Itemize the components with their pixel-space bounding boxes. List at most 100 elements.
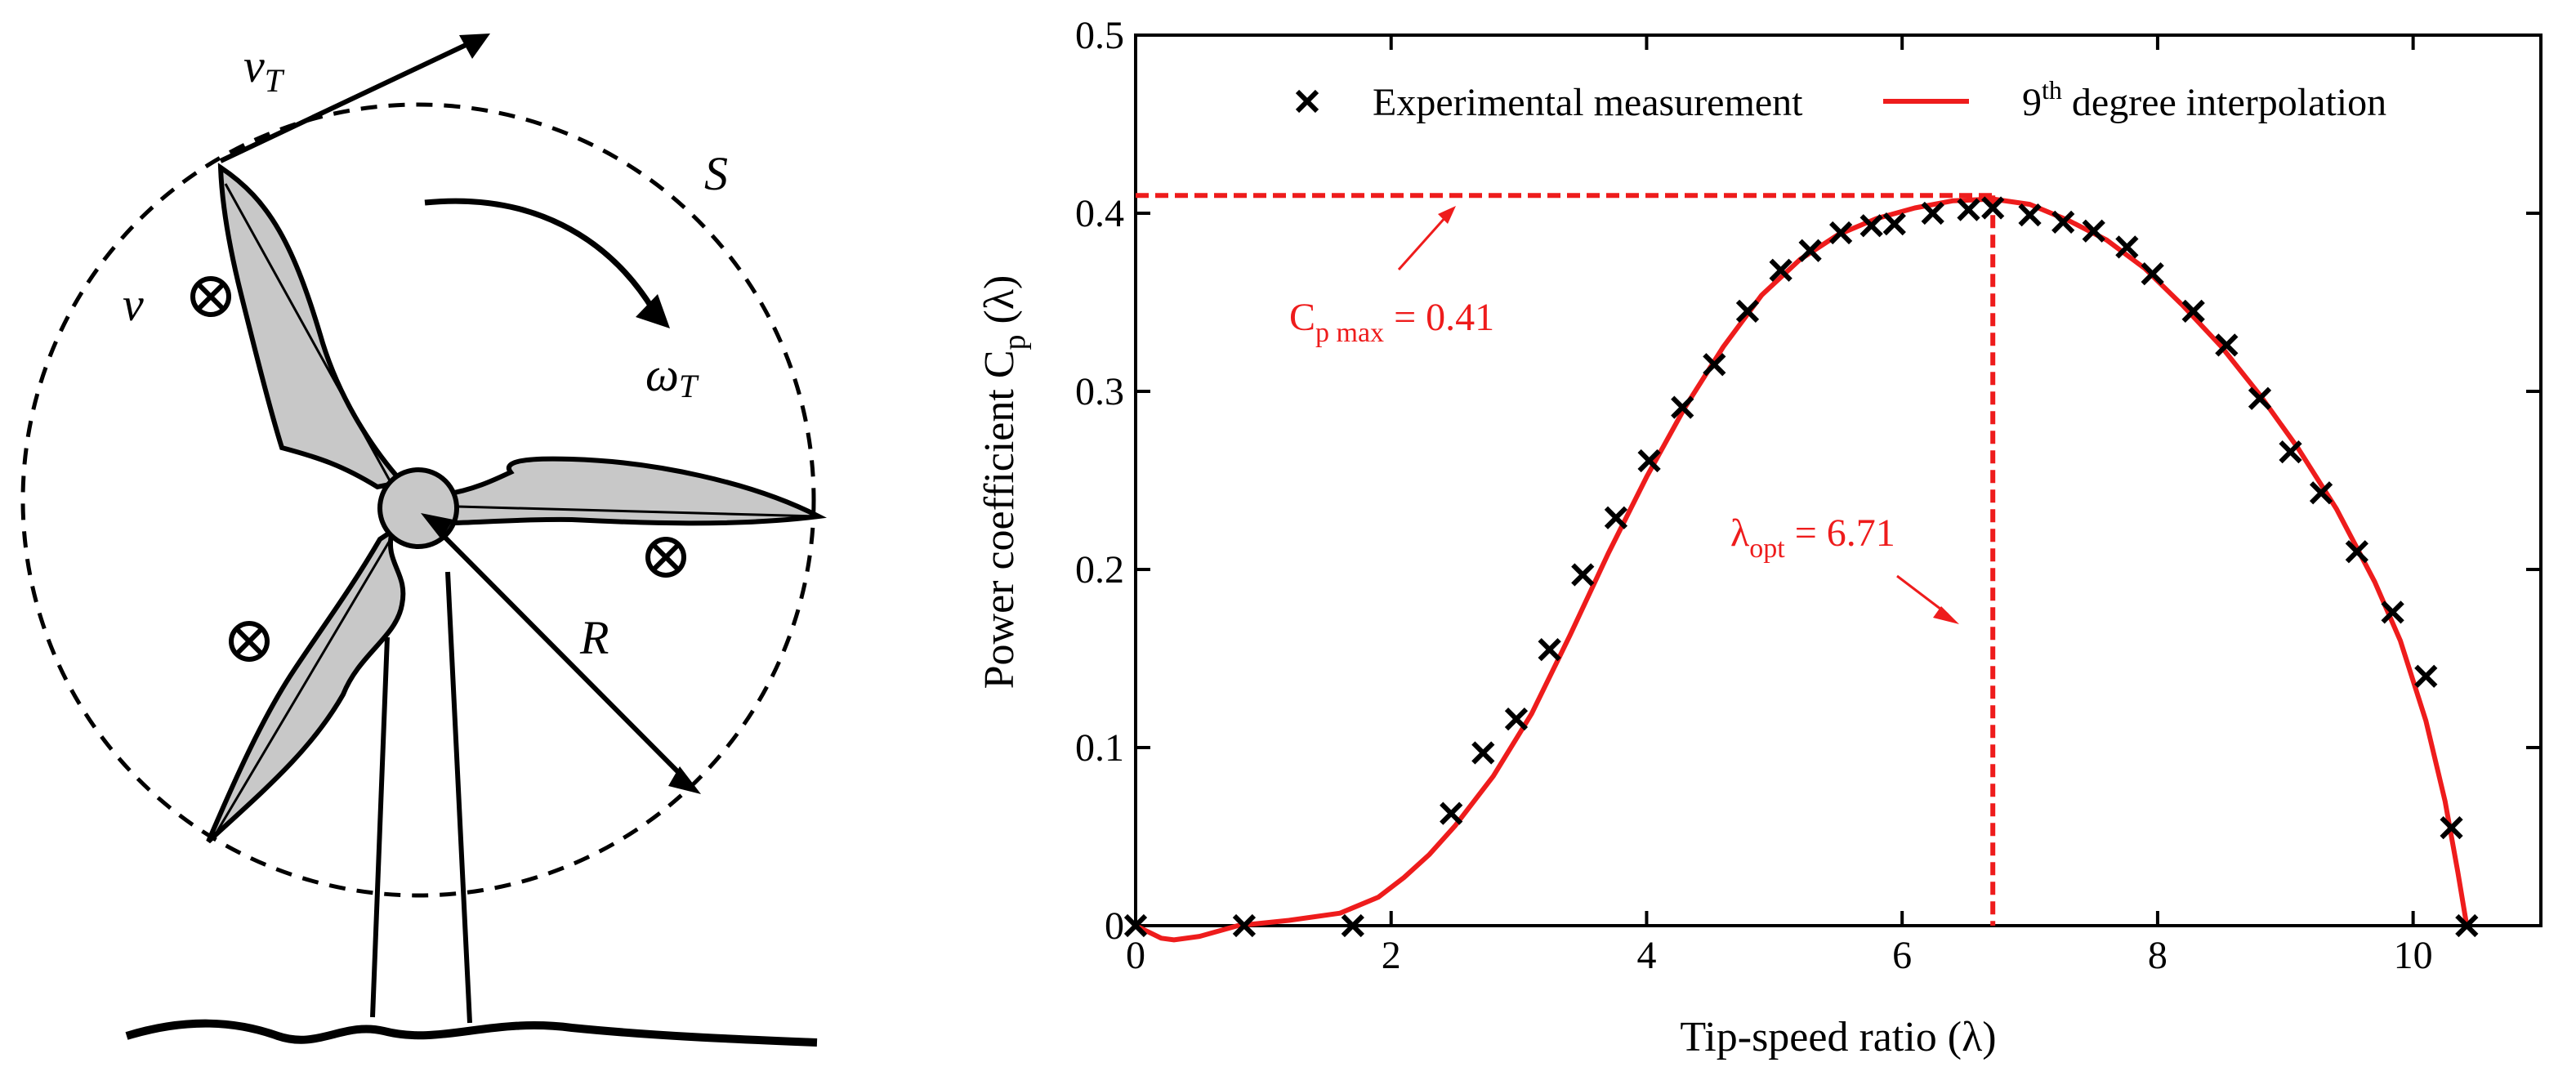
measurement-point [1882, 212, 1906, 236]
cp-max-label: Cp max = 0.41 [1289, 296, 1494, 348]
legend-measurement-marker [1295, 89, 1319, 114]
measurement-point [1957, 198, 1980, 221]
measurement-point [1571, 563, 1595, 587]
lambda-opt-pointer-arrowhead [1933, 606, 1959, 624]
rotor-speed-label: ωT [645, 348, 699, 404]
lambda-opt-label: λopt = 6.71 [1730, 511, 1895, 564]
tip-velocity-arrowhead [459, 33, 490, 59]
x-tick-label: 8 [2148, 934, 2168, 977]
measurement-point [1829, 221, 1853, 245]
swept-area-circle [20, 102, 816, 898]
wind-into-page-icon [190, 276, 231, 317]
measurement-layer [1123, 196, 2479, 938]
measurement-point [1471, 741, 1495, 765]
measurement-point [2181, 299, 2205, 324]
upper-blade-spar [224, 183, 392, 483]
measurement-point [1232, 913, 1257, 938]
swept-area-label: S [704, 147, 728, 200]
legend-interpolation-label: 9th degree interpolation [2022, 75, 2386, 124]
measurement-point [1859, 214, 1883, 238]
lambda-opt-value: = 6.71 [1785, 511, 1895, 555]
lower-blade-spar [212, 538, 392, 837]
power-coefficient-chart: 0 2 4 6 8 10 0 0.1 0.2 0.3 0.4 0.5 Experimental mea… [976, 14, 2543, 1060]
measurement-point [2115, 235, 2139, 259]
rotor-speed-symbol: ω [645, 348, 679, 401]
measurement-point [2018, 203, 2042, 227]
lambda-opt-symbol: λ [1730, 511, 1750, 555]
measurement-point [1341, 913, 1364, 938]
measurement-point [1637, 449, 1661, 473]
plot-frame [1134, 33, 2543, 927]
measurement-point [1440, 801, 1463, 825]
measurement-point [1921, 201, 1944, 225]
x-tick-label: 2 [1382, 934, 1401, 977]
tower-left-leg [370, 636, 390, 1018]
measurement-point [2455, 913, 2479, 938]
measurement-point [1735, 299, 1760, 324]
lambda-opt-subscript: opt [1749, 534, 1785, 564]
measurement-point [1769, 258, 1792, 282]
upper-blade [217, 163, 407, 490]
x-tick-label: 4 [1636, 934, 1656, 977]
measurement-point [1671, 395, 1694, 419]
y-tick-label: 0.3 [1075, 370, 1124, 413]
y-tick-label: 0.1 [1075, 726, 1124, 770]
y-tick-label: 0.5 [1075, 14, 1124, 57]
measurement-point [2345, 540, 2368, 564]
x-tick-label: 6 [1892, 934, 1912, 977]
wind-turbine-diagram: vT S v ωT R [20, 33, 828, 1047]
y-axis-label-main: Power coefficient C [976, 350, 1023, 689]
measurement-point [1703, 353, 1726, 377]
measurement-point [1504, 707, 1529, 731]
legend-interpolation-text: degree interpolation [2062, 81, 2386, 124]
legend: Experimental measurement 9th degree inte… [1295, 75, 2386, 124]
measurement-point [2051, 210, 2075, 234]
measurement-point [1798, 239, 1822, 262]
measurement-point [2381, 601, 2404, 624]
right-blade [442, 456, 828, 526]
measurement-point [1981, 196, 2005, 220]
tip-velocity-label: vT [243, 39, 285, 99]
tower-right-leg [445, 571, 472, 1024]
tip-velocity-symbol: v [243, 39, 265, 92]
cp-max-subscript: p max [1315, 318, 1384, 348]
measurement-point [2248, 386, 2272, 410]
y-axis-label: Power coefficient Cp (λ) [976, 275, 1032, 690]
measurement-point [2279, 440, 2302, 464]
x-tick-label: 0 [1126, 934, 1145, 977]
tip-velocity-arrow-icon [219, 37, 480, 163]
annotation-lines [1136, 193, 1996, 926]
rotation-arrowhead [636, 294, 670, 328]
measurement-point [2082, 219, 2105, 243]
cp-max-symbol: C [1289, 296, 1315, 339]
measurement-point [2215, 333, 2239, 357]
rotation-arrow-icon [424, 198, 656, 312]
measurement-point [2309, 481, 2333, 505]
measurement-point [2414, 664, 2438, 688]
ground-line [125, 1019, 818, 1047]
radius-arrowhead-inner [421, 513, 453, 539]
wind-into-page-icon [645, 537, 686, 578]
y-tick-label: 0 [1105, 904, 1124, 948]
radius-arrowhead-outer [668, 766, 701, 794]
measurement-point [1538, 637, 1561, 662]
lambda-opt-annotation: λopt = 6.71 [1730, 511, 1959, 624]
interpolation-curve [1134, 196, 2470, 943]
legend-measurement-label: Experimental measurement [1373, 81, 1803, 124]
radius-label: R [579, 611, 609, 664]
measurement-point [2141, 261, 2164, 286]
y-tick-label: 0.2 [1075, 548, 1124, 592]
measurement-point [1123, 913, 1148, 938]
rotor-speed-subscript: T [679, 368, 699, 404]
cp-max-pointer-arrowhead [1438, 206, 1456, 224]
x-axis-label: Tip-speed ratio (λ) [1680, 1014, 1996, 1060]
y-axis-label-tail: (λ) [976, 275, 1023, 335]
x-tick-label: 10 [2394, 934, 2433, 977]
cp-max-annotation: Cp max = 0.41 [1289, 206, 1494, 348]
wind-into-page-icon [229, 621, 270, 662]
tip-velocity-subscript: T [265, 62, 285, 99]
measurement-point [2440, 815, 2463, 840]
measurement-point [1604, 506, 1628, 529]
y-axis-label-subscript: p [998, 334, 1032, 350]
